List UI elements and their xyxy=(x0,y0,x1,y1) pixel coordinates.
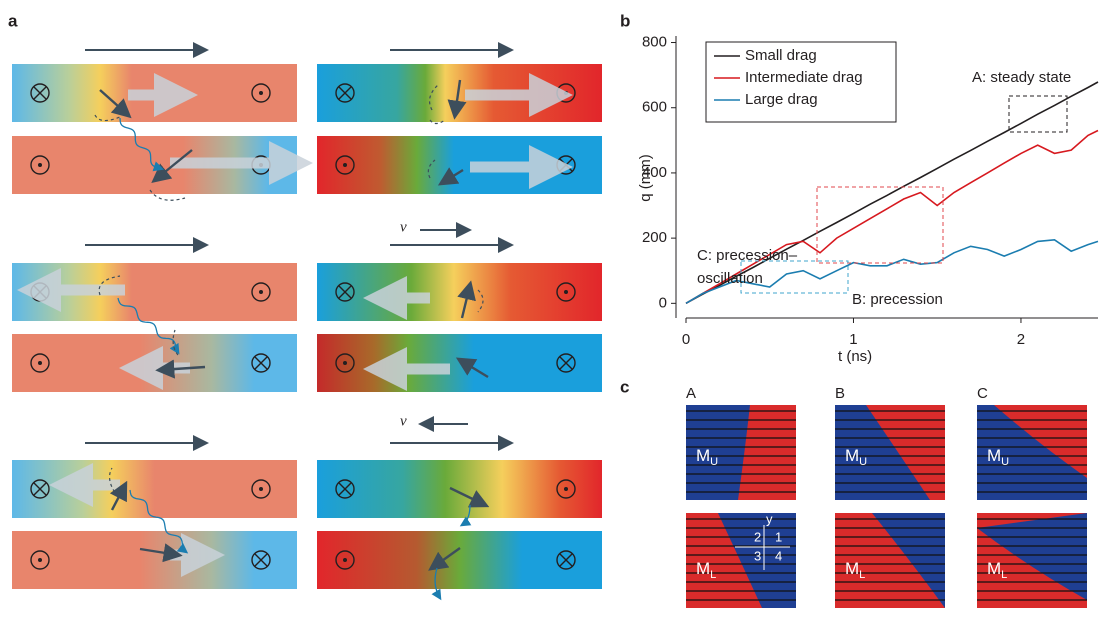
symbol-dot xyxy=(38,163,42,167)
symbol-dot xyxy=(564,91,568,95)
layer-symbol: M xyxy=(987,559,1001,578)
column-label: C xyxy=(977,385,988,402)
domain-strip xyxy=(12,531,297,589)
y-tick-label: 800 xyxy=(642,33,667,50)
domain-strip xyxy=(317,263,602,321)
symbol-dot xyxy=(38,558,42,562)
column-label: A xyxy=(686,385,696,402)
annotation: B: precession xyxy=(852,291,943,308)
annotation: A: steady state xyxy=(972,69,1071,86)
layer-subscript: L xyxy=(710,569,716,581)
legend-label: Large drag xyxy=(745,91,818,108)
symbol-dot xyxy=(259,290,263,294)
velocity-label: v xyxy=(400,413,407,429)
legend-label: Small drag xyxy=(745,47,817,64)
y-tick-label: 0 xyxy=(659,294,667,311)
layer-subscript: L xyxy=(859,569,865,581)
y-axis-label: q (mm) xyxy=(637,154,654,202)
symbol-dot xyxy=(564,290,568,294)
domain-strip xyxy=(317,136,602,194)
layer-subscript: U xyxy=(710,456,718,468)
layer-subscript: U xyxy=(1001,456,1009,468)
figure: vv 0200400600800012t (ns)q (mm)Small dra… xyxy=(0,0,1099,614)
annotation: C: precession– xyxy=(697,247,798,264)
x-tick-label: 0 xyxy=(682,331,690,348)
panel-a: vv xyxy=(12,50,602,598)
domain-strip xyxy=(317,460,602,518)
column-label: B xyxy=(835,385,845,402)
symbol-dot xyxy=(259,487,263,491)
layer-subscript: L xyxy=(1001,569,1007,581)
layer-symbol: M xyxy=(987,446,1001,465)
x-tick-label: 1 xyxy=(849,331,857,348)
domain-strip xyxy=(317,531,602,589)
layer-symbol: M xyxy=(845,559,859,578)
layer-symbol: M xyxy=(696,559,710,578)
layer-symbol: M xyxy=(696,446,710,465)
inset-label: 4 xyxy=(775,548,782,563)
domain-strip xyxy=(12,460,297,518)
domain-strip xyxy=(317,64,602,122)
velocity-label: v xyxy=(400,219,407,235)
symbol-dot xyxy=(259,91,263,95)
y-tick-label: 200 xyxy=(642,229,667,246)
symbol-dot xyxy=(343,163,347,167)
x-tick-label: 2 xyxy=(1017,331,1025,348)
inset-label: y xyxy=(766,511,773,526)
symbol-dot xyxy=(343,558,347,562)
symbol-dot xyxy=(343,361,347,365)
symbol-dot xyxy=(564,487,568,491)
panel-label: c xyxy=(620,377,629,396)
layer-symbol: M xyxy=(845,446,859,465)
legend-label: Intermediate drag xyxy=(745,69,863,86)
y-tick-label: 600 xyxy=(642,99,667,116)
panel-label: b xyxy=(620,11,630,30)
x-axis-label: t (ns) xyxy=(838,348,872,365)
inset-label: 1 xyxy=(775,529,782,544)
annotation: oscillation xyxy=(697,270,763,287)
inset-label: 3 xyxy=(754,548,761,563)
inset-label: 2 xyxy=(754,529,761,544)
symbol-dot xyxy=(38,361,42,365)
panel-label: a xyxy=(8,11,18,30)
domain-strip xyxy=(317,334,602,392)
layer-subscript: U xyxy=(859,456,867,468)
